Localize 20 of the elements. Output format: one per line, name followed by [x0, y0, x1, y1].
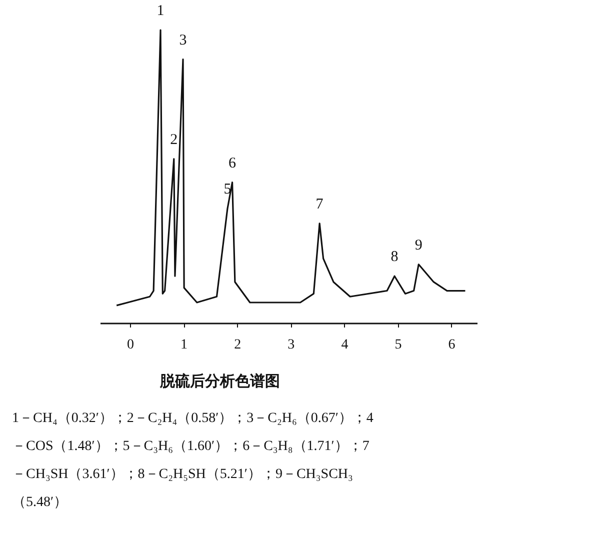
text: （5.48′） — [12, 494, 69, 512]
annotation: 2 — [170, 132, 178, 148]
annotation: 3 — [179, 32, 187, 48]
text: －COS（1.48′）；5－C₃H₆（1.60′）；6－C₃H₈（1.71′）；7 — [12, 438, 370, 456]
annotation: 6 — [228, 155, 237, 172]
annotation: 9 — [414, 237, 422, 254]
text: 脱硫后分析色谱图 — [160, 372, 280, 391]
x-tick-label: 3 — [288, 338, 295, 352]
x-tick-label: 4 — [341, 338, 348, 352]
annotation: 1 — [156, 3, 164, 19]
x-tick-label: 6 — [448, 338, 456, 352]
annotation: 8 — [390, 249, 398, 266]
x-tick-label: 5 — [394, 338, 402, 352]
annotation: 5 — [224, 182, 232, 198]
x-tick-label: 0 — [126, 338, 134, 352]
annotation: 7 — [316, 196, 324, 212]
x-tick-label: 2 — [234, 338, 242, 352]
text: 1－CH₄（0.32′）；2－C₂H₄（0.58′）；3－C₂H₆（0.67′）；4 — [12, 410, 374, 428]
x-tick-label: 1 — [180, 338, 188, 352]
text: －CH₃SH（3.61′）；8－C₂H₅SH（5.21′）；9－CH₃SCH₃ — [12, 466, 354, 484]
